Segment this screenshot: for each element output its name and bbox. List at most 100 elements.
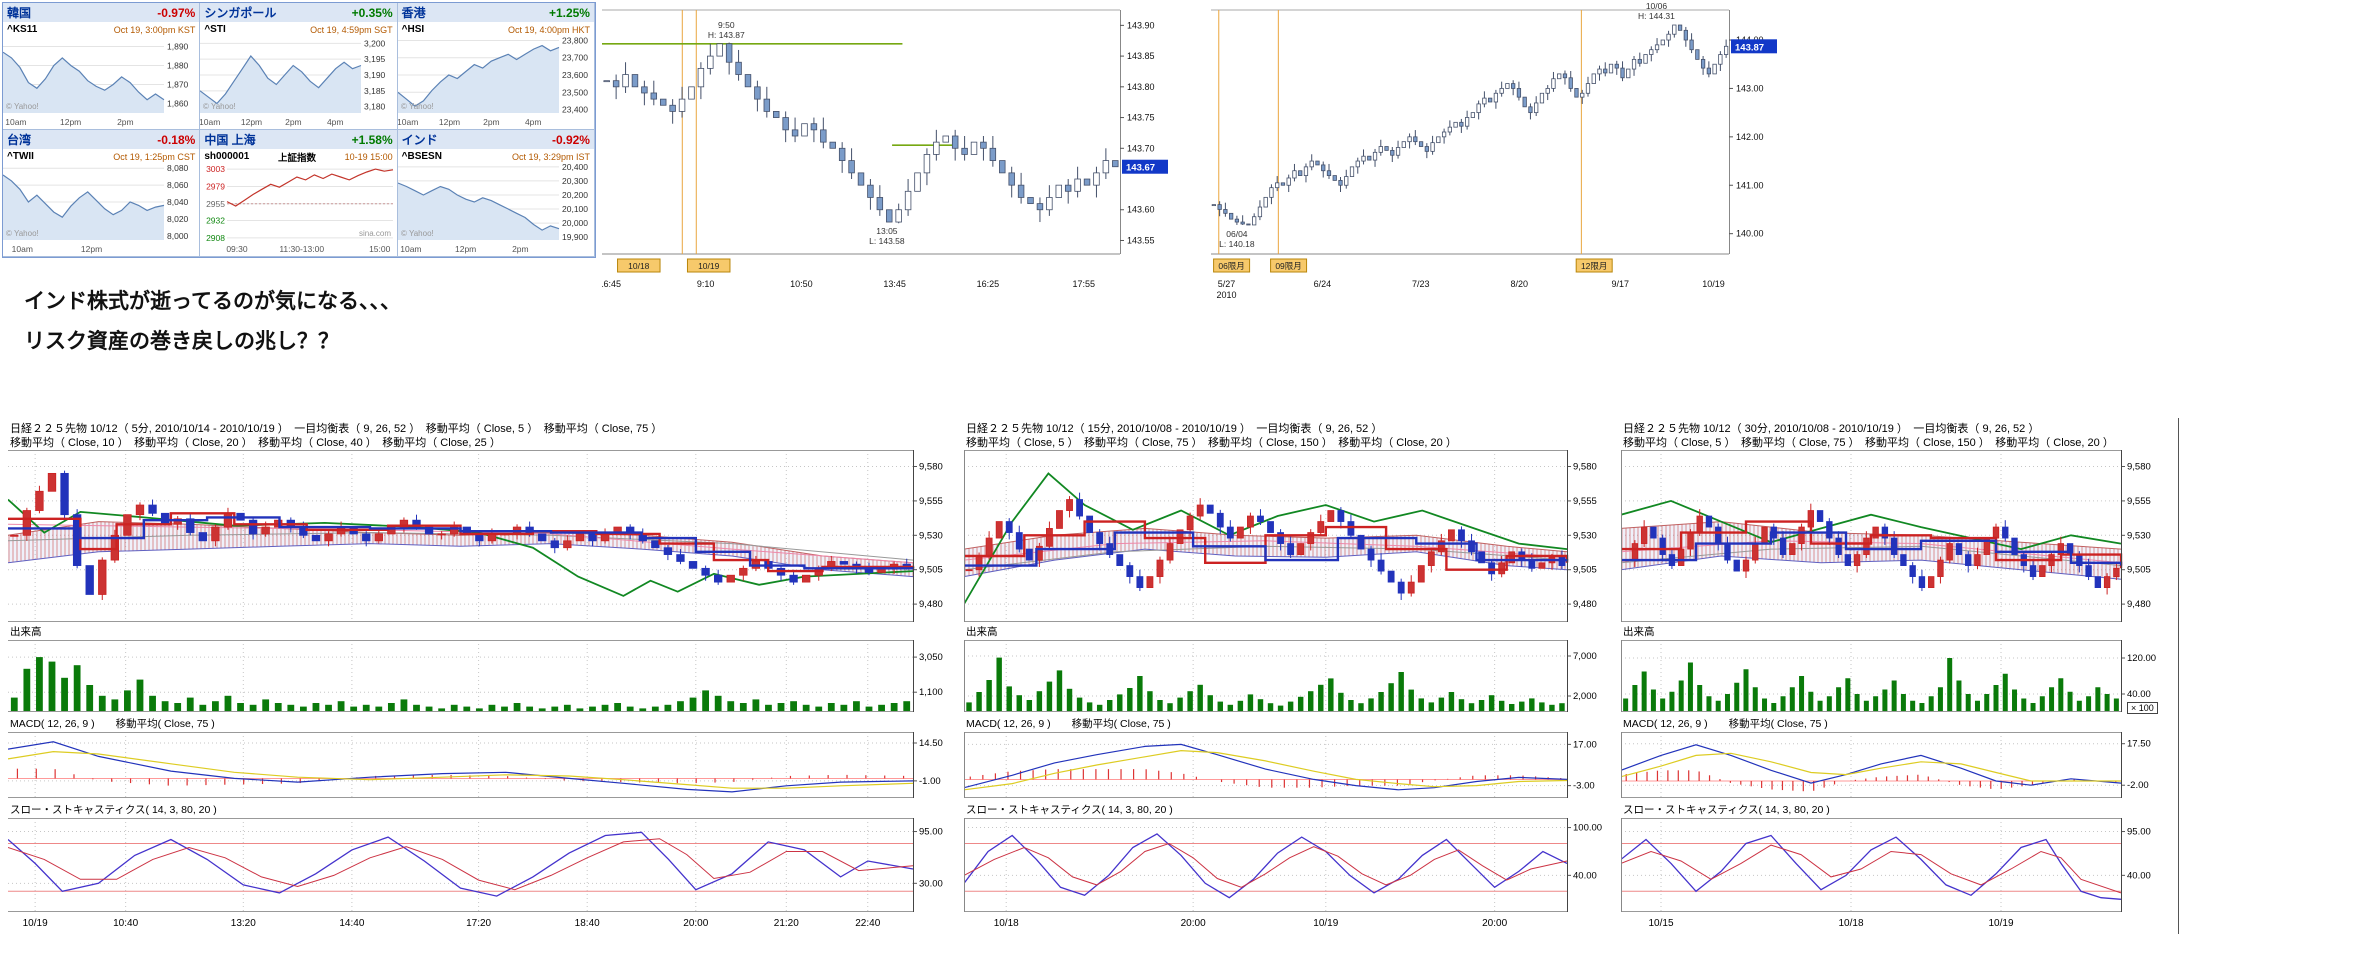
x-axis-label: 10/19 (1313, 918, 1339, 929)
svg-text:9,555: 9,555 (2127, 496, 2151, 507)
commentary-line-2: リスク資産の巻き戻しの兆し？？ (24, 330, 339, 353)
svg-text:9,480: 9,480 (919, 599, 943, 610)
svg-text:140.00: 140.00 (1736, 229, 1764, 239)
market-timestamp: Oct 19, 1:25pm CST (113, 151, 196, 162)
market-change: +0.35% (351, 5, 393, 20)
price-chart: 9,580 9,555 9,530 9,505 9,480 (964, 450, 1597, 622)
macd-chart: 14.50 -1.00 (8, 732, 943, 798)
x-axis-label: 10/19 (1988, 918, 2014, 929)
x-axis-label: 17:20 (466, 918, 492, 929)
svg-text:14.50: 14.50 (919, 738, 943, 749)
svg-text:143.80: 143.80 (1127, 82, 1155, 92)
svg-text:143.55: 143.55 (1127, 235, 1155, 245)
svg-text:2979: 2979 (206, 181, 225, 191)
svg-text:2pm: 2pm (512, 244, 529, 254)
market-sparkline-korea: 1,890 1,880 1,870 1,860 10am 12pm 2pm © Yahoo! (3, 42, 189, 127)
market-symbol: sh000001 (204, 151, 250, 162)
market-card-india[interactable]: インド -0.92% ^BSESN Oct 19, 3:29pm IST 20,400 2… (397, 130, 595, 257)
panels-right-border (2178, 418, 2179, 934)
svg-text:16:25: 16:25 (977, 279, 1000, 289)
market-timestamp: Oct 19, 4:00pm HKT (507, 24, 590, 35)
svg-text:9,580: 9,580 (1573, 462, 1597, 473)
market-name-link[interactable]: 台湾 (7, 133, 32, 147)
price-chart: 9,580 9,555 9,530 9,505 9,480 (8, 450, 943, 622)
svg-text:143.70: 143.70 (1127, 143, 1155, 153)
svg-text:12pm: 12pm (439, 117, 460, 127)
market-name-link[interactable]: シンガポール (204, 6, 277, 20)
market-name-link[interactable]: 韓国 (7, 6, 32, 20)
market-sparkline-singapore: 3,200 3,195 3,190 3,185 3,180 10am 12pm 2pm 4pm ©… (200, 38, 386, 127)
svg-text:2010: 2010 (1217, 290, 1237, 300)
x-axis-label: 20:00 (1482, 918, 1508, 929)
market-sparkline-hongkong: 23,800 23,700 23,600 23,500 23,400 10am 12pm 2p… (397, 35, 588, 127)
svg-text:09:30: 09:30 (227, 244, 249, 254)
svg-text:9,480: 9,480 (2127, 599, 2151, 610)
market-timestamp: 10-19 15:00 (344, 151, 393, 162)
svg-text:9,530: 9,530 (919, 530, 943, 541)
market-card-china[interactable]: 中国 上海 +1.58% sh000001 上証指数 10-19 15:00 3003 29… (200, 130, 398, 257)
futures-panel-1: 日経２２５先物 10/12（ 5分, 2010/10/14 - 2010/10/… (8, 418, 973, 934)
panel-title: 日経２２５先物 10/12（ 5分, 2010/10/14 - 2010/10/… (10, 423, 663, 435)
svg-text:09限月: 09限月 (1275, 261, 1301, 271)
svg-text:100.00: 100.00 (1573, 823, 1602, 834)
market-card-hongkong[interactable]: 香港 +1.25% ^HSI Oct 19, 4:00pm HKT 23,800 23,7… (397, 3, 595, 130)
stochastics-label: スロー・ストキャスティクス( 14, 3, 80, 20 ) (1623, 804, 1830, 816)
svg-text:9,530: 9,530 (1573, 530, 1597, 541)
macd-chart: 17.50 -2.00 (1621, 732, 2151, 798)
svg-text:12pm: 12pm (455, 244, 476, 254)
svg-text:143.60: 143.60 (1127, 205, 1155, 215)
svg-text:10am: 10am (400, 244, 421, 254)
svg-text:95.00: 95.00 (919, 827, 943, 838)
svg-text:17.50: 17.50 (2127, 739, 2151, 750)
svg-text:30.00: 30.00 (919, 878, 943, 889)
svg-text:12pm: 12pm (241, 117, 262, 127)
svg-text:40.00: 40.00 (1573, 870, 1597, 881)
market-card-header: 韓国 -0.97% (3, 3, 200, 22)
svg-text:10am: 10am (200, 117, 220, 127)
market-card-subheader: ^STI Oct 19, 4:59pm SGT (200, 22, 396, 37)
svg-text:2955: 2955 (206, 199, 225, 209)
svg-text:3,190: 3,190 (364, 70, 386, 80)
market-card-header: 香港 +1.25% (397, 3, 594, 22)
market-card-korea[interactable]: 韓国 -0.97% ^KS11 Oct 19, 3:00pm KST 1,890 1,88… (3, 3, 201, 130)
svg-text:-1.00: -1.00 (919, 776, 941, 787)
svg-text:H: 144.31: H: 144.31 (1638, 11, 1675, 21)
svg-text:9,555: 9,555 (919, 496, 943, 507)
market-name-link[interactable]: インド (401, 133, 438, 147)
x-axis-label: 10/15 (1648, 918, 1674, 929)
svg-text:9:10: 9:10 (697, 279, 715, 289)
svg-text:9,580: 9,580 (2127, 462, 2151, 473)
market-name-link[interactable]: 中国 上海 (204, 133, 256, 147)
svg-text:8,020: 8,020 (167, 214, 189, 224)
market-card-subheader: ^TWII Oct 19, 1:25pm CST (3, 149, 199, 164)
stochastics-chart: 95.00 30.00 (8, 818, 943, 912)
volume-chart: 3,050 1,100 (8, 640, 943, 712)
svg-text:141.00: 141.00 (1736, 180, 1764, 190)
svg-text:© Yahoo!: © Yahoo! (401, 229, 434, 238)
x-axis-label: 20:00 (683, 918, 709, 929)
svg-text:© Yahoo!: © Yahoo! (6, 229, 39, 238)
svg-text:9:50: 9:50 (718, 20, 735, 30)
svg-text:23,400: 23,400 (562, 105, 588, 115)
svg-text:© Yahoo!: © Yahoo! (6, 102, 39, 111)
market-name-link[interactable]: 香港 (401, 6, 426, 20)
svg-text:143.87: 143.87 (1735, 42, 1764, 53)
svg-text:143.67: 143.67 (1126, 163, 1155, 174)
market-symbol: ^KS11 (7, 24, 38, 35)
price-chart: 9,580 9,555 9,530 9,505 9,480 (1621, 450, 2151, 622)
svg-text:06限月: 06限月 (1218, 261, 1244, 271)
svg-text:10:50: 10:50 (790, 279, 813, 289)
svg-text:3,050: 3,050 (919, 652, 943, 663)
fx-candle-chart: 144.00143.00142.00141.00140.00143.8710/0… (1211, 2, 1777, 300)
market-card-taiwan[interactable]: 台湾 -0.18% ^TWII Oct 19, 1:25pm CST 8,080 8,06… (3, 130, 201, 257)
fx-candle-chart: 143.90 143.85 143.80 143.75 143.70 143.60 143.… (602, 9, 1168, 289)
svg-text:3,195: 3,195 (364, 54, 386, 64)
svg-text:143.90: 143.90 (1127, 20, 1155, 30)
svg-text:142.00: 142.00 (1736, 132, 1764, 142)
market-card-singapore[interactable]: シンガポール +0.35% ^STI Oct 19, 4:59pm SGT 3,200 3… (200, 3, 398, 130)
svg-text:10/06: 10/06 (1646, 2, 1668, 11)
svg-text:12限月: 12限月 (1581, 261, 1607, 271)
usdjpy-intraday-chart: 143.90 143.85 143.80 143.75 143.70 143.60 143.… (602, 2, 1196, 318)
svg-text:L: 140.18: L: 140.18 (1219, 239, 1255, 249)
svg-text:143.85: 143.85 (1127, 51, 1155, 61)
